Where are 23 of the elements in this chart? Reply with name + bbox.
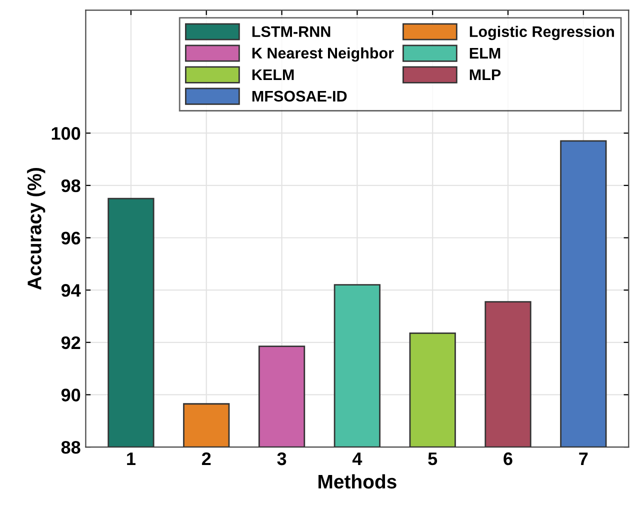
legend-label: K Nearest Neighbor (252, 47, 394, 62)
x-tick-label: 4 (352, 452, 362, 465)
y-tick-label: 98 (61, 179, 80, 192)
y-tick-label: 100 (52, 127, 80, 140)
legend-label: Logistic Regression (470, 26, 614, 40)
y-tick-label: 92 (61, 336, 80, 350)
x-tick-label: 7 (579, 452, 588, 465)
legend-label: ELM (470, 48, 500, 58)
y-axis-title: Accuracy (%) (27, 168, 46, 290)
x-tick-label: 6 (504, 452, 512, 466)
x-tick-label: 5 (428, 452, 438, 466)
legend-label: MFSOSAE-ID (252, 90, 347, 102)
legend-label: MLP (470, 69, 501, 80)
x-tick-label: 2 (202, 452, 211, 465)
legend-label: KELM (252, 69, 294, 80)
x-tick-label: 1 (127, 452, 136, 465)
y-tick-label: 94 (61, 284, 81, 297)
y-tick-label: 90 (61, 388, 80, 402)
x-tick-label: 3 (277, 452, 286, 466)
y-tick-label: 96 (61, 232, 80, 244)
y-tick-label: 88 (61, 440, 80, 454)
x-axis-title: Methods (318, 474, 396, 489)
legend-label: LSTM-RNN (252, 26, 330, 38)
